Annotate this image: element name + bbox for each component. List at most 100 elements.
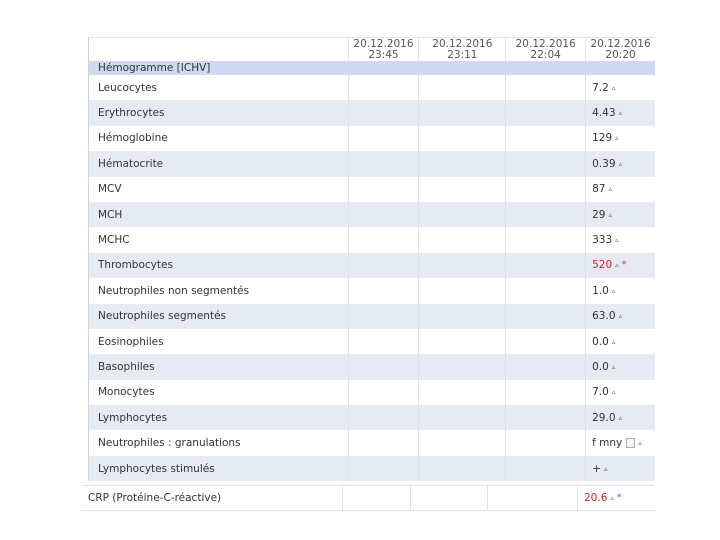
- empty-cell: [347, 201, 419, 228]
- column-time: 23:45: [368, 48, 399, 61]
- empty-cell: [505, 405, 585, 431]
- empty-cell: [418, 405, 505, 431]
- result-value: 7.0: [592, 386, 609, 399]
- empty-cell: [505, 303, 585, 329]
- table-row[interactable]: Hématocrite 0.39 ▵: [89, 151, 655, 177]
- empty-cell: [505, 176, 585, 202]
- value-cell[interactable]: 7.2 ▵: [585, 75, 655, 101]
- value-cell[interactable]: 0.0 ▵: [585, 328, 655, 355]
- result-value: 129: [592, 132, 613, 145]
- empty-cell: [347, 151, 419, 177]
- empty-cell: [418, 176, 505, 202]
- empty-cell: [418, 201, 505, 228]
- result-value: 520: [592, 259, 613, 272]
- value-cell[interactable]: f mny ▵: [585, 430, 655, 456]
- empty-cell: [347, 252, 419, 279]
- empty-cell: [505, 100, 585, 126]
- results-table: 20.12.2016 23:45 20.12.2016 23:11 20.12.20…: [88, 37, 655, 482]
- triangle-icon: ▵: [611, 337, 616, 346]
- note-icon[interactable]: [626, 438, 636, 449]
- value-cell[interactable]: 20.6 ▵ *: [577, 486, 655, 510]
- triangle-icon: ▵: [608, 185, 613, 194]
- column-time: 20:20: [605, 48, 636, 61]
- table-row[interactable]: Neutrophiles non segmentés 1.0 ▵: [89, 278, 655, 304]
- table-row[interactable]: Monocytes 7.0 ▵: [89, 379, 655, 406]
- triangle-icon: ▵: [611, 286, 616, 295]
- row-label: Lymphocytes: [98, 411, 168, 424]
- table-row[interactable]: Lymphocytes stimulés + ▵: [89, 455, 655, 482]
- value-cell[interactable]: 29 ▵: [585, 201, 655, 228]
- triangle-icon: ▵: [611, 362, 616, 371]
- value-cell[interactable]: 4.43 ▵: [585, 100, 655, 126]
- value-cell[interactable]: 0.39 ▵: [585, 151, 655, 177]
- row-label: MCHC: [98, 234, 130, 247]
- empty-cell: [418, 125, 505, 152]
- empty-cell: [347, 75, 419, 101]
- table-row[interactable]: Eosinophiles 0.0 ▵: [89, 328, 655, 355]
- empty-cell: [505, 430, 585, 456]
- value-cell[interactable]: 129 ▵: [585, 125, 655, 152]
- column-header[interactable]: 20.12.2016 23:11: [418, 38, 505, 61]
- value-cell[interactable]: 7.0 ▵: [585, 379, 655, 406]
- triangle-icon: ▵: [618, 413, 623, 422]
- empty-cell: [505, 75, 585, 101]
- column-header[interactable]: 20.12.2016 23:45: [347, 38, 419, 61]
- empty-cell: [418, 430, 505, 456]
- empty-cell: [505, 252, 585, 279]
- value-cell[interactable]: 1.0 ▵: [585, 278, 655, 304]
- column-date: 20.12.2016: [515, 37, 576, 50]
- column-time: 22:04: [530, 48, 561, 61]
- value-cell[interactable]: 0.0 ▵: [585, 354, 655, 380]
- empty-cell: [418, 354, 505, 380]
- result-value: 4.43: [592, 107, 616, 120]
- triangle-icon: ▵: [611, 388, 616, 397]
- column-time: 23:11: [447, 48, 478, 61]
- triangle-icon: ▵: [611, 83, 616, 92]
- table-row[interactable]: Neutrophiles segmentés 63.0 ▵: [89, 303, 655, 329]
- empty-cell: [505, 227, 585, 253]
- empty-cell: [347, 405, 419, 431]
- column-header[interactable]: 20.12.2016 20:20: [585, 38, 655, 61]
- row-label: MCH: [98, 208, 123, 221]
- row-label: Neutrophiles non segmentés: [98, 284, 250, 297]
- table-row[interactable]: Leucocytes 7.2 ▵: [89, 75, 655, 101]
- row-label: Hématocrite: [98, 157, 164, 170]
- empty-cell: [505, 328, 585, 355]
- table-row[interactable]: Basophiles 0.0 ▵: [89, 354, 655, 380]
- table-row[interactable]: MCV 87 ▵: [89, 176, 655, 202]
- table-row[interactable]: Lymphocytes 29.0 ▵: [89, 405, 655, 431]
- result-value: 7.2: [592, 81, 609, 94]
- table-row[interactable]: Erythrocytes 4.43 ▵: [89, 100, 655, 126]
- empty-cell: [505, 379, 585, 406]
- result-value: 29.0: [592, 411, 616, 424]
- table-row[interactable]: Hémoglobine 129 ▵: [89, 125, 655, 152]
- empty-cell: [418, 100, 505, 126]
- row-label: Thrombocytes: [98, 259, 173, 272]
- triangle-icon: ▵: [608, 210, 613, 219]
- table-row[interactable]: MCH 29 ▵: [89, 201, 655, 228]
- value-cell[interactable]: 29.0 ▵: [585, 405, 655, 431]
- empty-cell: [418, 303, 505, 329]
- table-row[interactable]: Thrombocytes 520 ▵ *: [89, 252, 655, 279]
- crp-row: CRP (Protéine-C-réactive) 20.6 ▵ *: [82, 485, 655, 511]
- empty-cell: [418, 252, 505, 279]
- row-label: Erythrocytes: [98, 107, 165, 120]
- empty-cell: [347, 455, 419, 482]
- result-value: +: [592, 462, 601, 475]
- table-row[interactable]: MCHC 333 ▵: [89, 227, 655, 253]
- value-cell[interactable]: + ▵: [585, 455, 655, 482]
- row-label: Eosinophiles: [98, 335, 164, 348]
- result-value: 333: [592, 234, 613, 247]
- result-value: 20.6: [584, 492, 608, 504]
- empty-cell: [487, 486, 577, 510]
- empty-cell: [347, 100, 419, 126]
- table-row[interactable]: Neutrophiles : granulations f mny ▵: [89, 430, 655, 456]
- column-header[interactable]: 20.12.2016 22:04: [505, 38, 585, 61]
- value-cell[interactable]: 520 ▵ *: [585, 252, 655, 279]
- value-cell[interactable]: 333 ▵: [585, 227, 655, 253]
- value-cell[interactable]: 87 ▵: [585, 176, 655, 202]
- row-label: Leucocytes: [98, 81, 158, 94]
- empty-cell: [347, 176, 419, 202]
- value-cell[interactable]: 63.0 ▵: [585, 303, 655, 329]
- row-label: MCV: [98, 183, 122, 196]
